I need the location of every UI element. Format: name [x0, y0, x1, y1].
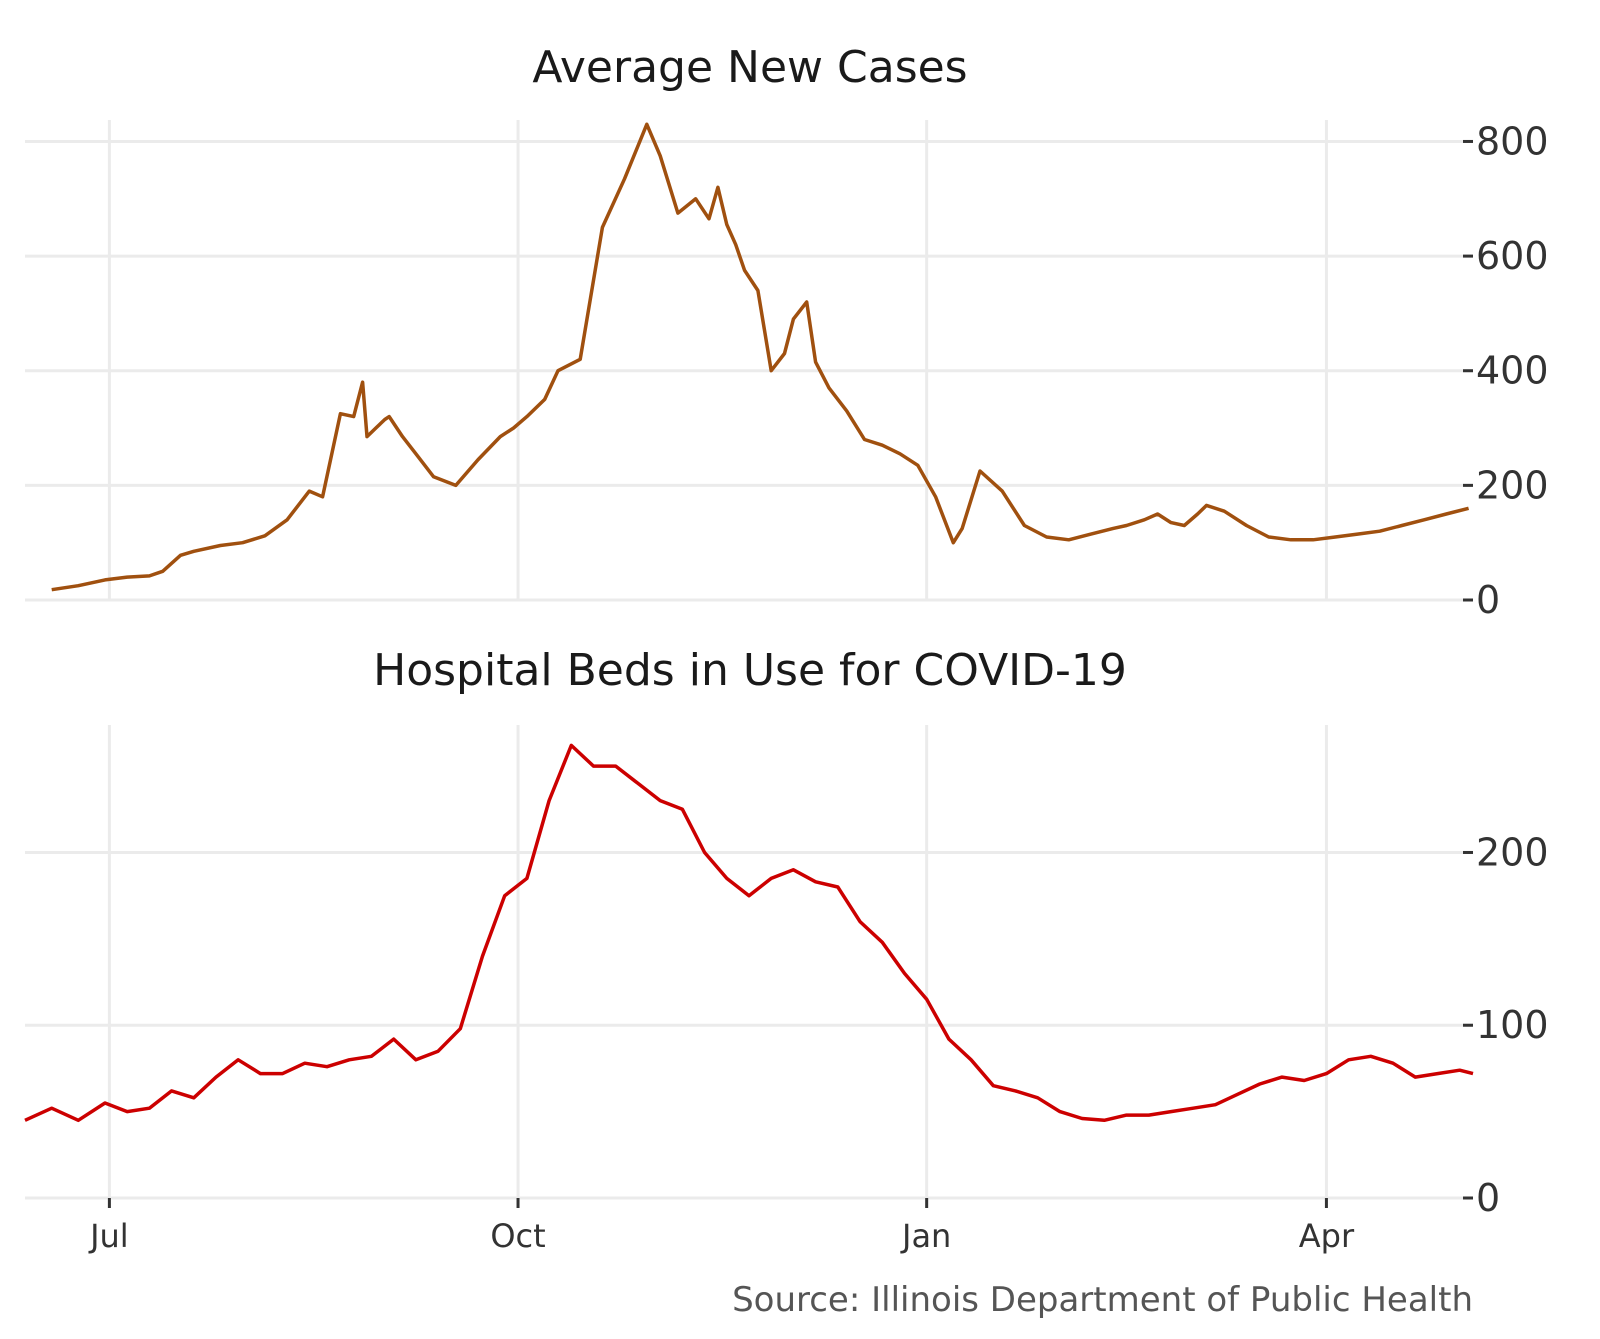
source-caption: Source: Illinois Department of Public He… [732, 1280, 1473, 1320]
y-tick-label-beds-200: 200 [1476, 830, 1549, 874]
gridlines-beds [25, 725, 1473, 1200]
series-line-beds [24, 743, 1474, 1123]
gridlines-cases [25, 120, 1473, 602]
y-tick-label-cases-200: 200 [1476, 463, 1549, 507]
x-tick-label-jan: Jan [900, 1217, 951, 1255]
panel-cases: Average New Cases 0 200 400 600 800 [25, 42, 1549, 622]
y-tick-label-beds-100: 100 [1476, 1003, 1549, 1047]
chart-title-beds: Hospital Beds in Use for COVID-19 [373, 645, 1127, 696]
y-axis-beds: 0 100 200 [1463, 830, 1549, 1220]
series-line-cases [51, 122, 1470, 592]
y-tick-label-cases-600: 600 [1476, 234, 1549, 278]
y-tick-label-cases-400: 400 [1476, 349, 1549, 393]
panel-beds: Hospital Beds in Use for COVID-19 0 100 20… [24, 645, 1549, 1220]
x-axis: Jul Oct Jan Apr [88, 1198, 1355, 1255]
x-tick-label-jul: Jul [88, 1217, 129, 1255]
chart-title-cases: Average New Cases [532, 42, 967, 93]
x-tick-label-oct: Oct [490, 1217, 545, 1255]
x-tick-label-apr: Apr [1299, 1217, 1355, 1255]
y-tick-label-beds-0: 0 [1476, 1176, 1500, 1220]
y-tick-label-cases-800: 800 [1476, 119, 1549, 163]
y-axis-cases: 0 200 400 600 800 [1463, 119, 1549, 622]
y-tick-label-cases-0: 0 [1476, 578, 1500, 622]
